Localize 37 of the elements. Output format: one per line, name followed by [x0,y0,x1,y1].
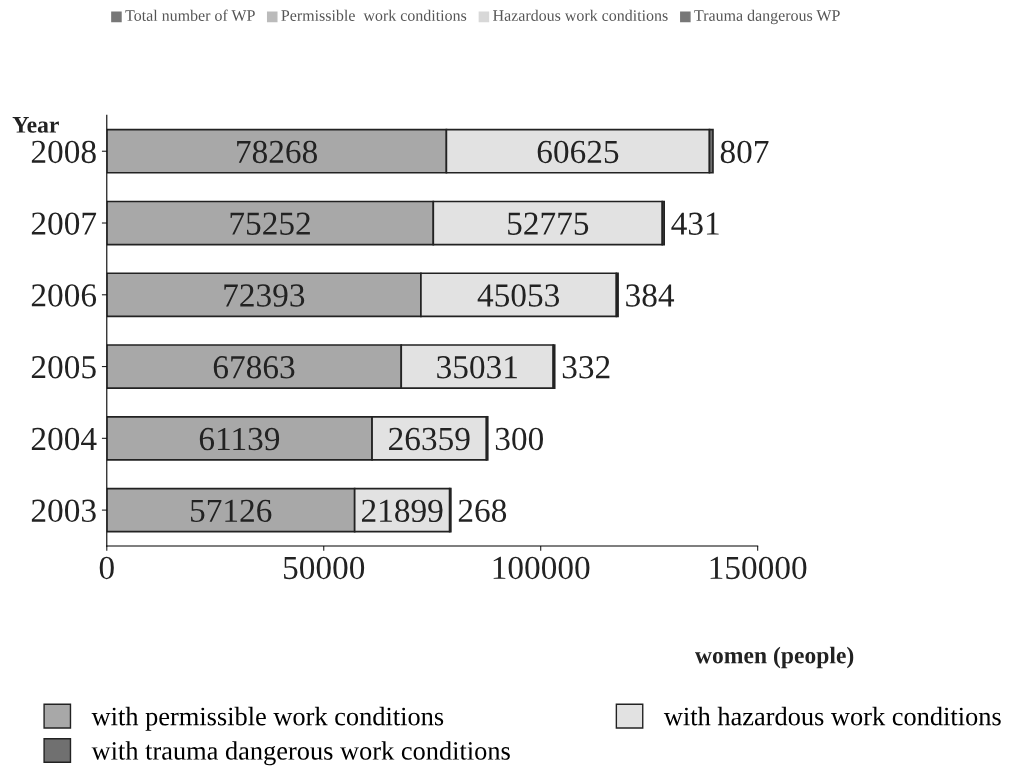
text: Hazardous work conditions [493,9,668,21]
y-tick-label: 2006 [31,284,97,307]
y-tick-label: 2004 [31,427,97,451]
data-label: 67863 [213,355,295,379]
legend-label: with hazardous work conditions [663,706,1001,726]
legend-label: with permissible work conditions [91,706,444,731]
data-label: 78268 [237,140,317,164]
data-label: 45053 [477,284,560,307]
data-label: 300 [495,427,543,451]
data-label: 57126 [191,499,272,523]
data-label: 384 [626,284,675,307]
x-tick-label: 100000 [493,556,590,580]
data-label: 61139 [199,427,280,451]
text: Total number of WP [125,9,255,21]
y-tick-label: 2007 [31,212,97,235]
y-axis-title: Year [12,117,59,133]
y-tick-label: 2003 [31,499,96,522]
data-label: 332 [562,356,610,379]
text: Trauma dangerous WP [694,9,840,25]
x-tick-label: 50000 [284,556,365,580]
data-label: 21899 [361,499,443,523]
y-tick-label: 2005 [31,355,96,379]
x-axis-title: women (people) [695,646,854,669]
legend-label: with trauma dangerous work conditions [91,741,510,766]
text: Permissible work conditions [281,9,467,21]
data-label: 52775 [508,212,589,235]
data-label: 60625 [537,140,619,164]
data-label: 35031 [437,355,517,379]
data-label: 268 [458,499,507,523]
data-label: 75252 [230,212,310,235]
data-label: 807 [720,140,769,164]
x-tick-label: 150000 [710,556,807,580]
data-label: 431 [671,212,719,235]
data-label: 72393 [224,284,305,307]
data-label: 26359 [389,427,470,451]
x-tick-label: 0 [99,556,114,580]
y-tick-label: 2008 [31,140,96,164]
